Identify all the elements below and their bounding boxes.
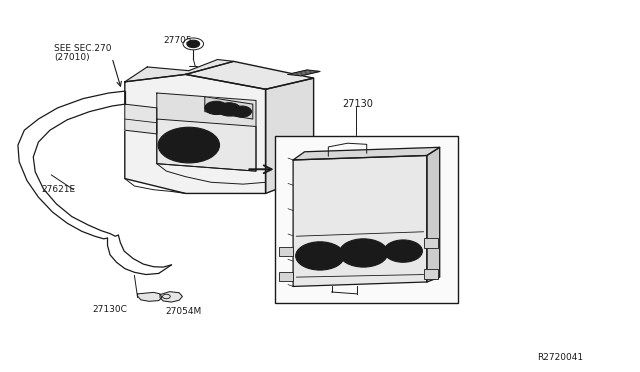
Circle shape	[210, 104, 223, 112]
Polygon shape	[266, 78, 314, 193]
Circle shape	[232, 106, 252, 117]
Circle shape	[397, 248, 409, 254]
Text: 27054M: 27054M	[165, 307, 202, 316]
Circle shape	[187, 40, 200, 48]
Circle shape	[205, 101, 228, 115]
Polygon shape	[427, 147, 440, 282]
Polygon shape	[160, 292, 182, 302]
FancyBboxPatch shape	[279, 247, 293, 256]
Text: R2720041: R2720041	[538, 353, 584, 362]
Text: 27621E: 27621E	[42, 185, 76, 194]
Polygon shape	[293, 147, 440, 160]
FancyBboxPatch shape	[424, 238, 438, 248]
Circle shape	[237, 109, 247, 115]
Polygon shape	[138, 292, 162, 301]
Circle shape	[169, 134, 209, 157]
Circle shape	[339, 239, 388, 267]
Polygon shape	[186, 61, 314, 89]
Polygon shape	[125, 74, 266, 193]
Bar	[275, 136, 458, 303]
FancyBboxPatch shape	[279, 272, 293, 281]
Text: 27705: 27705	[163, 36, 192, 45]
Circle shape	[389, 243, 417, 259]
Polygon shape	[293, 155, 427, 286]
Circle shape	[384, 240, 422, 262]
Polygon shape	[125, 104, 157, 134]
Text: SEE SEC.270: SEE SEC.270	[54, 44, 112, 53]
Text: 27130C: 27130C	[93, 305, 127, 314]
Polygon shape	[288, 70, 320, 76]
Circle shape	[218, 103, 241, 116]
Circle shape	[303, 246, 337, 266]
Polygon shape	[157, 93, 256, 171]
Polygon shape	[125, 60, 234, 82]
Text: 27130: 27130	[342, 99, 373, 109]
Circle shape	[356, 249, 371, 257]
Polygon shape	[157, 119, 256, 171]
Circle shape	[223, 106, 236, 113]
Circle shape	[296, 242, 344, 270]
Circle shape	[158, 127, 220, 163]
Circle shape	[313, 252, 327, 260]
Circle shape	[346, 243, 381, 263]
FancyBboxPatch shape	[424, 269, 438, 279]
Text: (27010): (27010)	[54, 53, 90, 62]
Polygon shape	[205, 97, 253, 119]
